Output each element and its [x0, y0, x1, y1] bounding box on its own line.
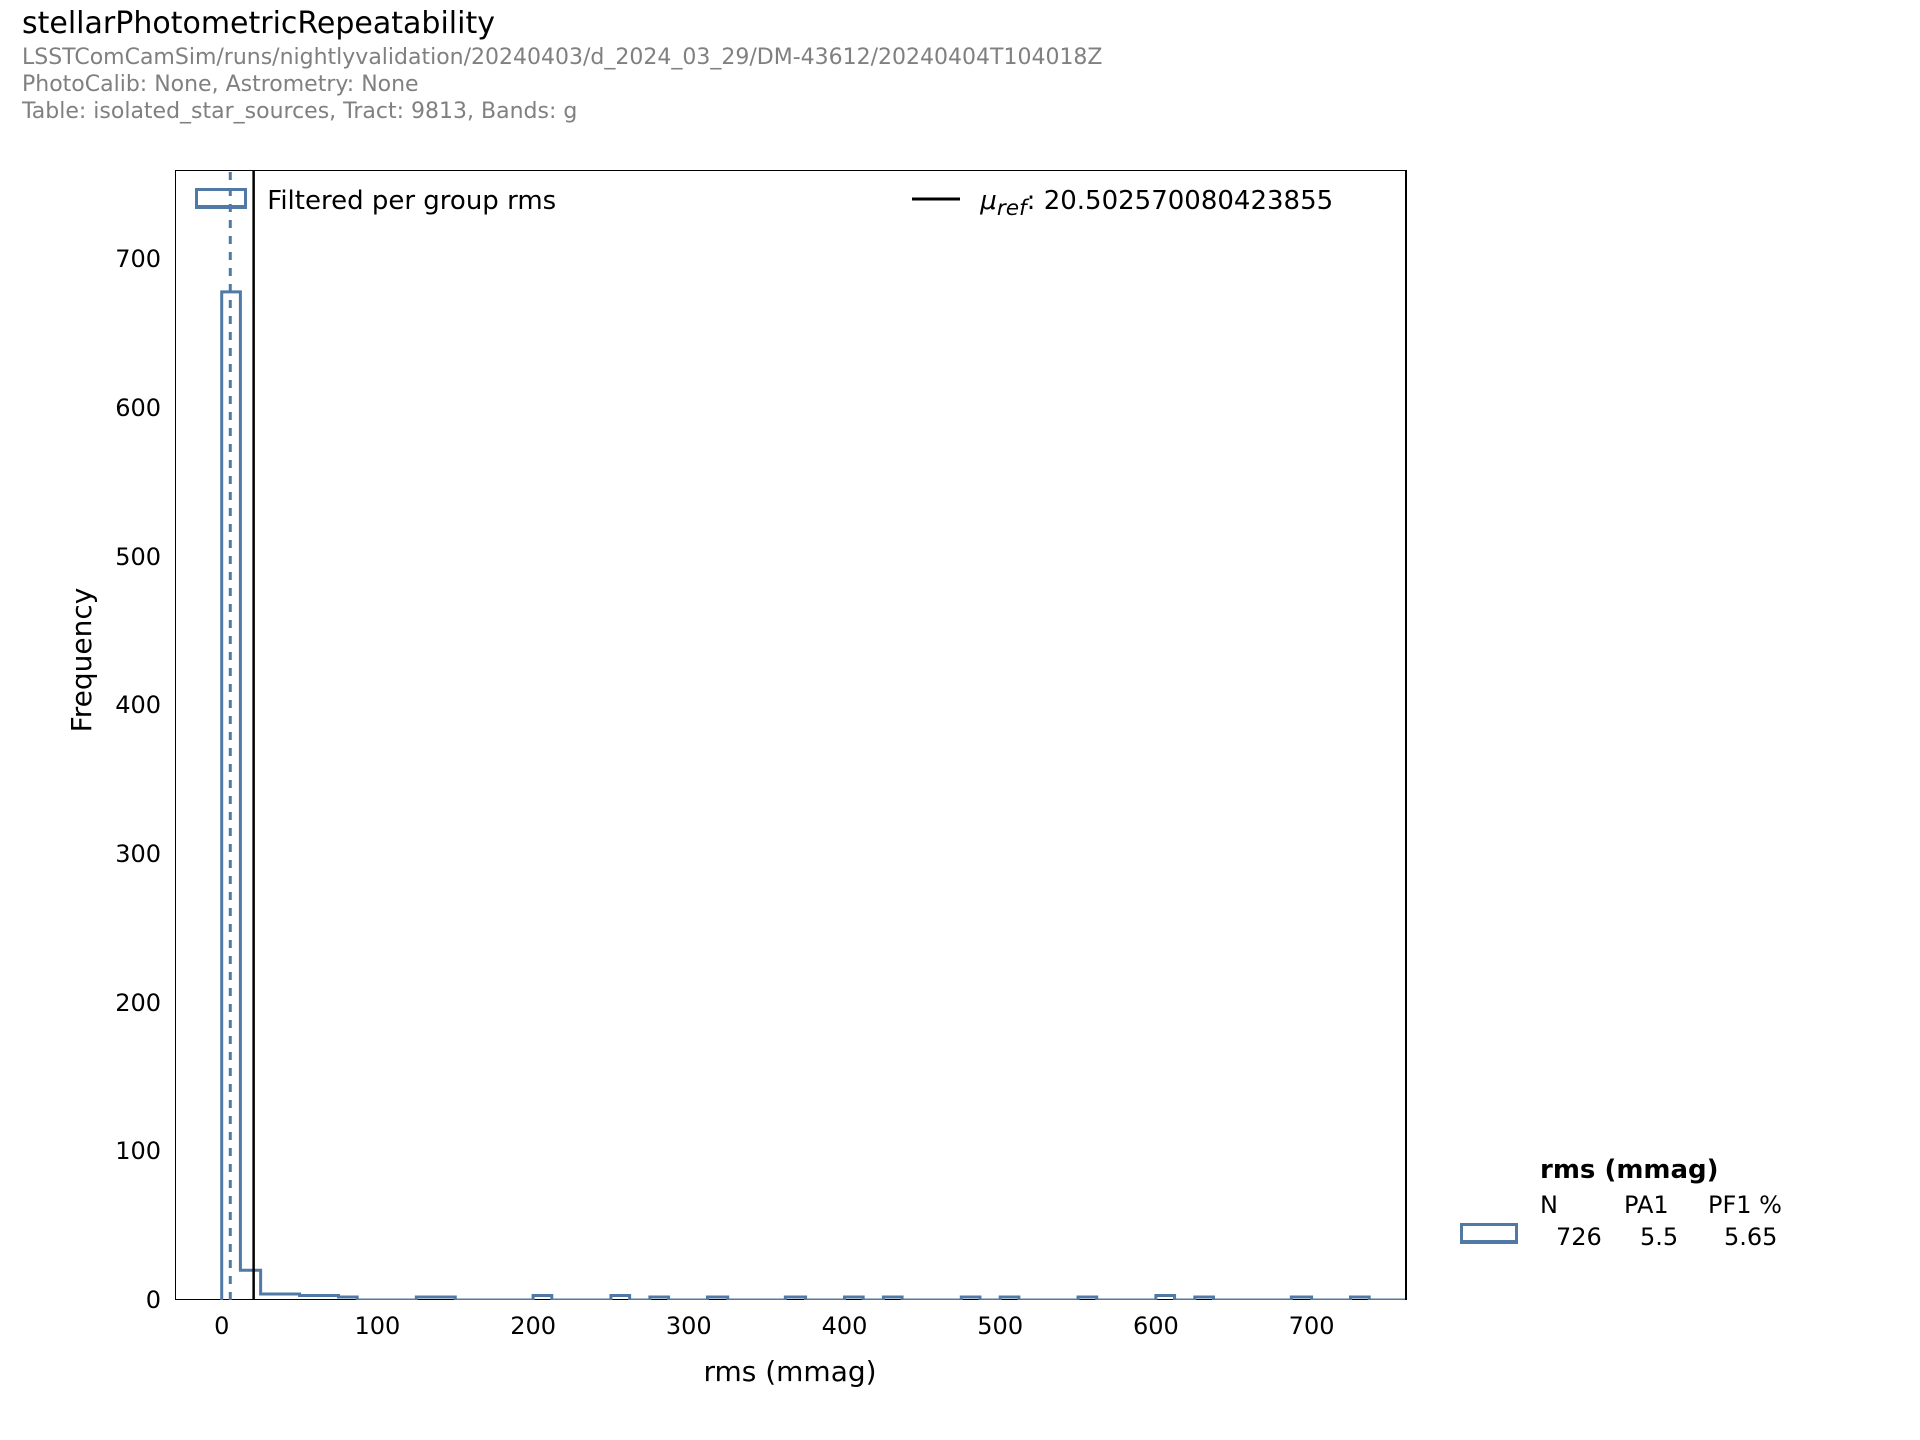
legend-series-swatch	[195, 187, 247, 217]
subtitle-table: Table: isolated_star_sources, Tract: 981…	[22, 99, 1103, 124]
stats-swatch	[1460, 1223, 1518, 1251]
stats-col-pf1: PF1 %	[1708, 1191, 1782, 1219]
tick-label: 700	[1289, 1312, 1335, 1340]
plot-title: stellarPhotometricRepeatability	[22, 6, 1103, 41]
plot-container	[175, 170, 1407, 1300]
histogram-svg	[175, 170, 1405, 1300]
tick-label: 400	[822, 1312, 868, 1340]
header-block: stellarPhotometricRepeatability LSSTComC…	[22, 6, 1103, 126]
tick-label: 100	[354, 1312, 400, 1340]
subtitle-run: LSSTComCamSim/runs/nightlyvalidation/202…	[22, 45, 1103, 70]
tick-label: 400	[115, 691, 161, 719]
tick-label: 700	[115, 245, 161, 273]
stats-val-n: 726	[1556, 1223, 1614, 1251]
stats-col-pa1: PA1	[1624, 1191, 1682, 1219]
legend-mu-ref: μref: 20.502570080423855	[912, 186, 1333, 221]
page-root: stellarPhotometricRepeatability LSSTComC…	[0, 0, 1920, 1440]
tick-label: 600	[115, 394, 161, 422]
tick-label: 600	[1133, 1312, 1179, 1340]
x-axis-label: rms (mmag)	[690, 1355, 890, 1388]
subtitle-calib: PhotoCalib: None, Astrometry: None	[22, 72, 1103, 97]
stats-header-row: N PA1 PF1 %	[1540, 1191, 1782, 1219]
stats-val-pf1: 5.65	[1724, 1223, 1782, 1251]
stats-col-n: N	[1540, 1191, 1598, 1219]
legend-mu-ref-label: μref: 20.502570080423855	[980, 186, 1333, 216]
tick-label: 500	[977, 1312, 1023, 1340]
tick-label: 300	[666, 1312, 712, 1340]
tick-label: 100	[115, 1137, 161, 1165]
stats-title: rms (mmag)	[1540, 1155, 1782, 1185]
y-axis-label: Frequency	[65, 560, 98, 760]
tick-label: 200	[510, 1312, 556, 1340]
stats-table: rms (mmag) N PA1 PF1 % 726 5.5 5.65	[1460, 1155, 1782, 1255]
legend-series-label: Filtered per group rms	[267, 186, 556, 216]
legend-mu-ref-line-icon	[912, 187, 960, 217]
tick-label: 300	[115, 840, 161, 868]
legend-series: Filtered per group rms	[195, 186, 556, 217]
tick-label: 500	[115, 543, 161, 571]
tick-label: 0	[146, 1286, 161, 1314]
tick-label: 200	[115, 989, 161, 1017]
stats-val-pa1: 5.5	[1640, 1223, 1698, 1251]
tick-label: 0	[214, 1312, 229, 1340]
stats-data-row: 726 5.5 5.65	[1460, 1223, 1782, 1251]
